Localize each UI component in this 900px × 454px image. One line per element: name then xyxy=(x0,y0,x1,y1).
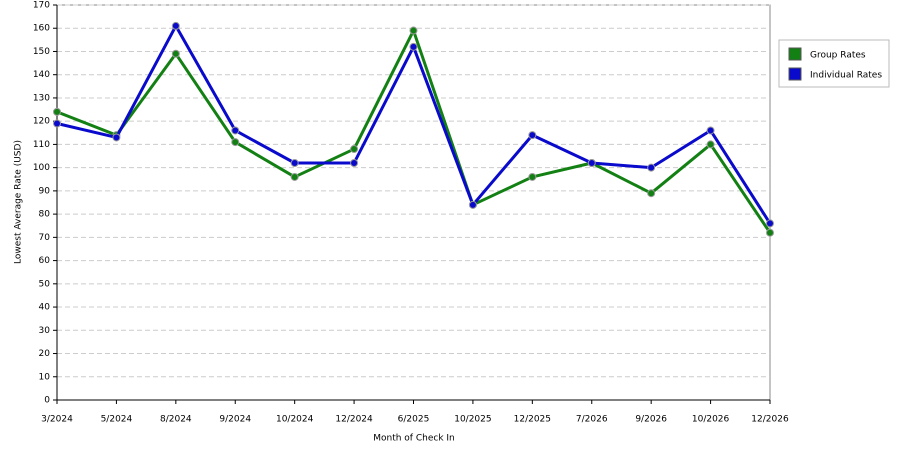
data-point xyxy=(706,140,715,149)
x-tick-label: 12/2024 xyxy=(335,415,373,425)
data-point xyxy=(528,131,537,140)
x-tick-label: 9/2026 xyxy=(635,415,667,425)
x-tick-label: 6/2025 xyxy=(398,415,430,425)
data-point xyxy=(231,138,240,147)
x-tick-label: 8/2024 xyxy=(160,415,192,425)
y-tick-label: 80 xyxy=(39,210,51,220)
data-point xyxy=(112,133,121,142)
data-point xyxy=(647,163,656,172)
data-point xyxy=(53,107,61,116)
y-axis-label: Lowest Average Rate (USD) xyxy=(14,140,24,264)
x-tick-label: 5/2024 xyxy=(101,415,133,425)
x-tick-label: 7/2026 xyxy=(576,415,608,425)
y-tick-label: 110 xyxy=(33,140,50,150)
data-point xyxy=(766,219,774,228)
data-point xyxy=(231,126,240,135)
data-point xyxy=(53,119,61,128)
y-tick-label: 20 xyxy=(39,349,51,359)
data-point xyxy=(528,172,537,181)
y-tick-label: 140 xyxy=(33,70,50,80)
x-tick-label: 9/2024 xyxy=(219,415,251,425)
x-tick-label: 10/2024 xyxy=(276,415,314,425)
y-tick-label: 120 xyxy=(33,117,50,127)
data-point xyxy=(409,42,418,51)
data-point xyxy=(171,21,180,30)
y-tick-label: 10 xyxy=(39,372,51,382)
data-point xyxy=(171,49,180,58)
x-tick-label: 12/2025 xyxy=(514,415,551,425)
data-point xyxy=(647,189,656,198)
legend-label: Group Rates xyxy=(810,51,866,61)
x-tick-label: 3/2024 xyxy=(41,415,73,425)
x-tick-label: 12/2026 xyxy=(751,415,789,425)
y-tick-label: 40 xyxy=(39,303,51,313)
y-tick-label: 90 xyxy=(39,186,51,196)
x-tick-label: 10/2025 xyxy=(454,415,491,425)
legend-swatch xyxy=(788,67,802,81)
data-point xyxy=(350,145,359,154)
data-point xyxy=(350,159,359,167)
y-tick-label: 100 xyxy=(33,163,50,173)
data-point xyxy=(290,159,299,167)
x-tick-label: 10/2026 xyxy=(692,415,730,425)
data-point xyxy=(587,159,596,167)
legend-swatch xyxy=(788,47,802,61)
y-tick-label: 160 xyxy=(33,24,50,34)
y-tick-label: 170 xyxy=(33,1,50,11)
data-point xyxy=(468,200,477,209)
y-tick-label: 130 xyxy=(33,93,50,103)
data-point xyxy=(290,172,299,181)
y-tick-label: 30 xyxy=(39,326,51,336)
legend-label: Individual Rates xyxy=(810,71,882,81)
y-tick-label: 0 xyxy=(44,396,50,406)
data-point xyxy=(409,26,418,35)
data-point xyxy=(766,228,774,237)
y-tick-label: 150 xyxy=(33,47,50,57)
y-tick-label: 60 xyxy=(39,256,51,266)
y-tick-label: 70 xyxy=(39,233,51,243)
x-axis-label: Month of Check In xyxy=(373,434,455,444)
y-tick-label: 50 xyxy=(39,279,51,289)
plot-area xyxy=(56,4,771,401)
data-point xyxy=(706,126,715,135)
